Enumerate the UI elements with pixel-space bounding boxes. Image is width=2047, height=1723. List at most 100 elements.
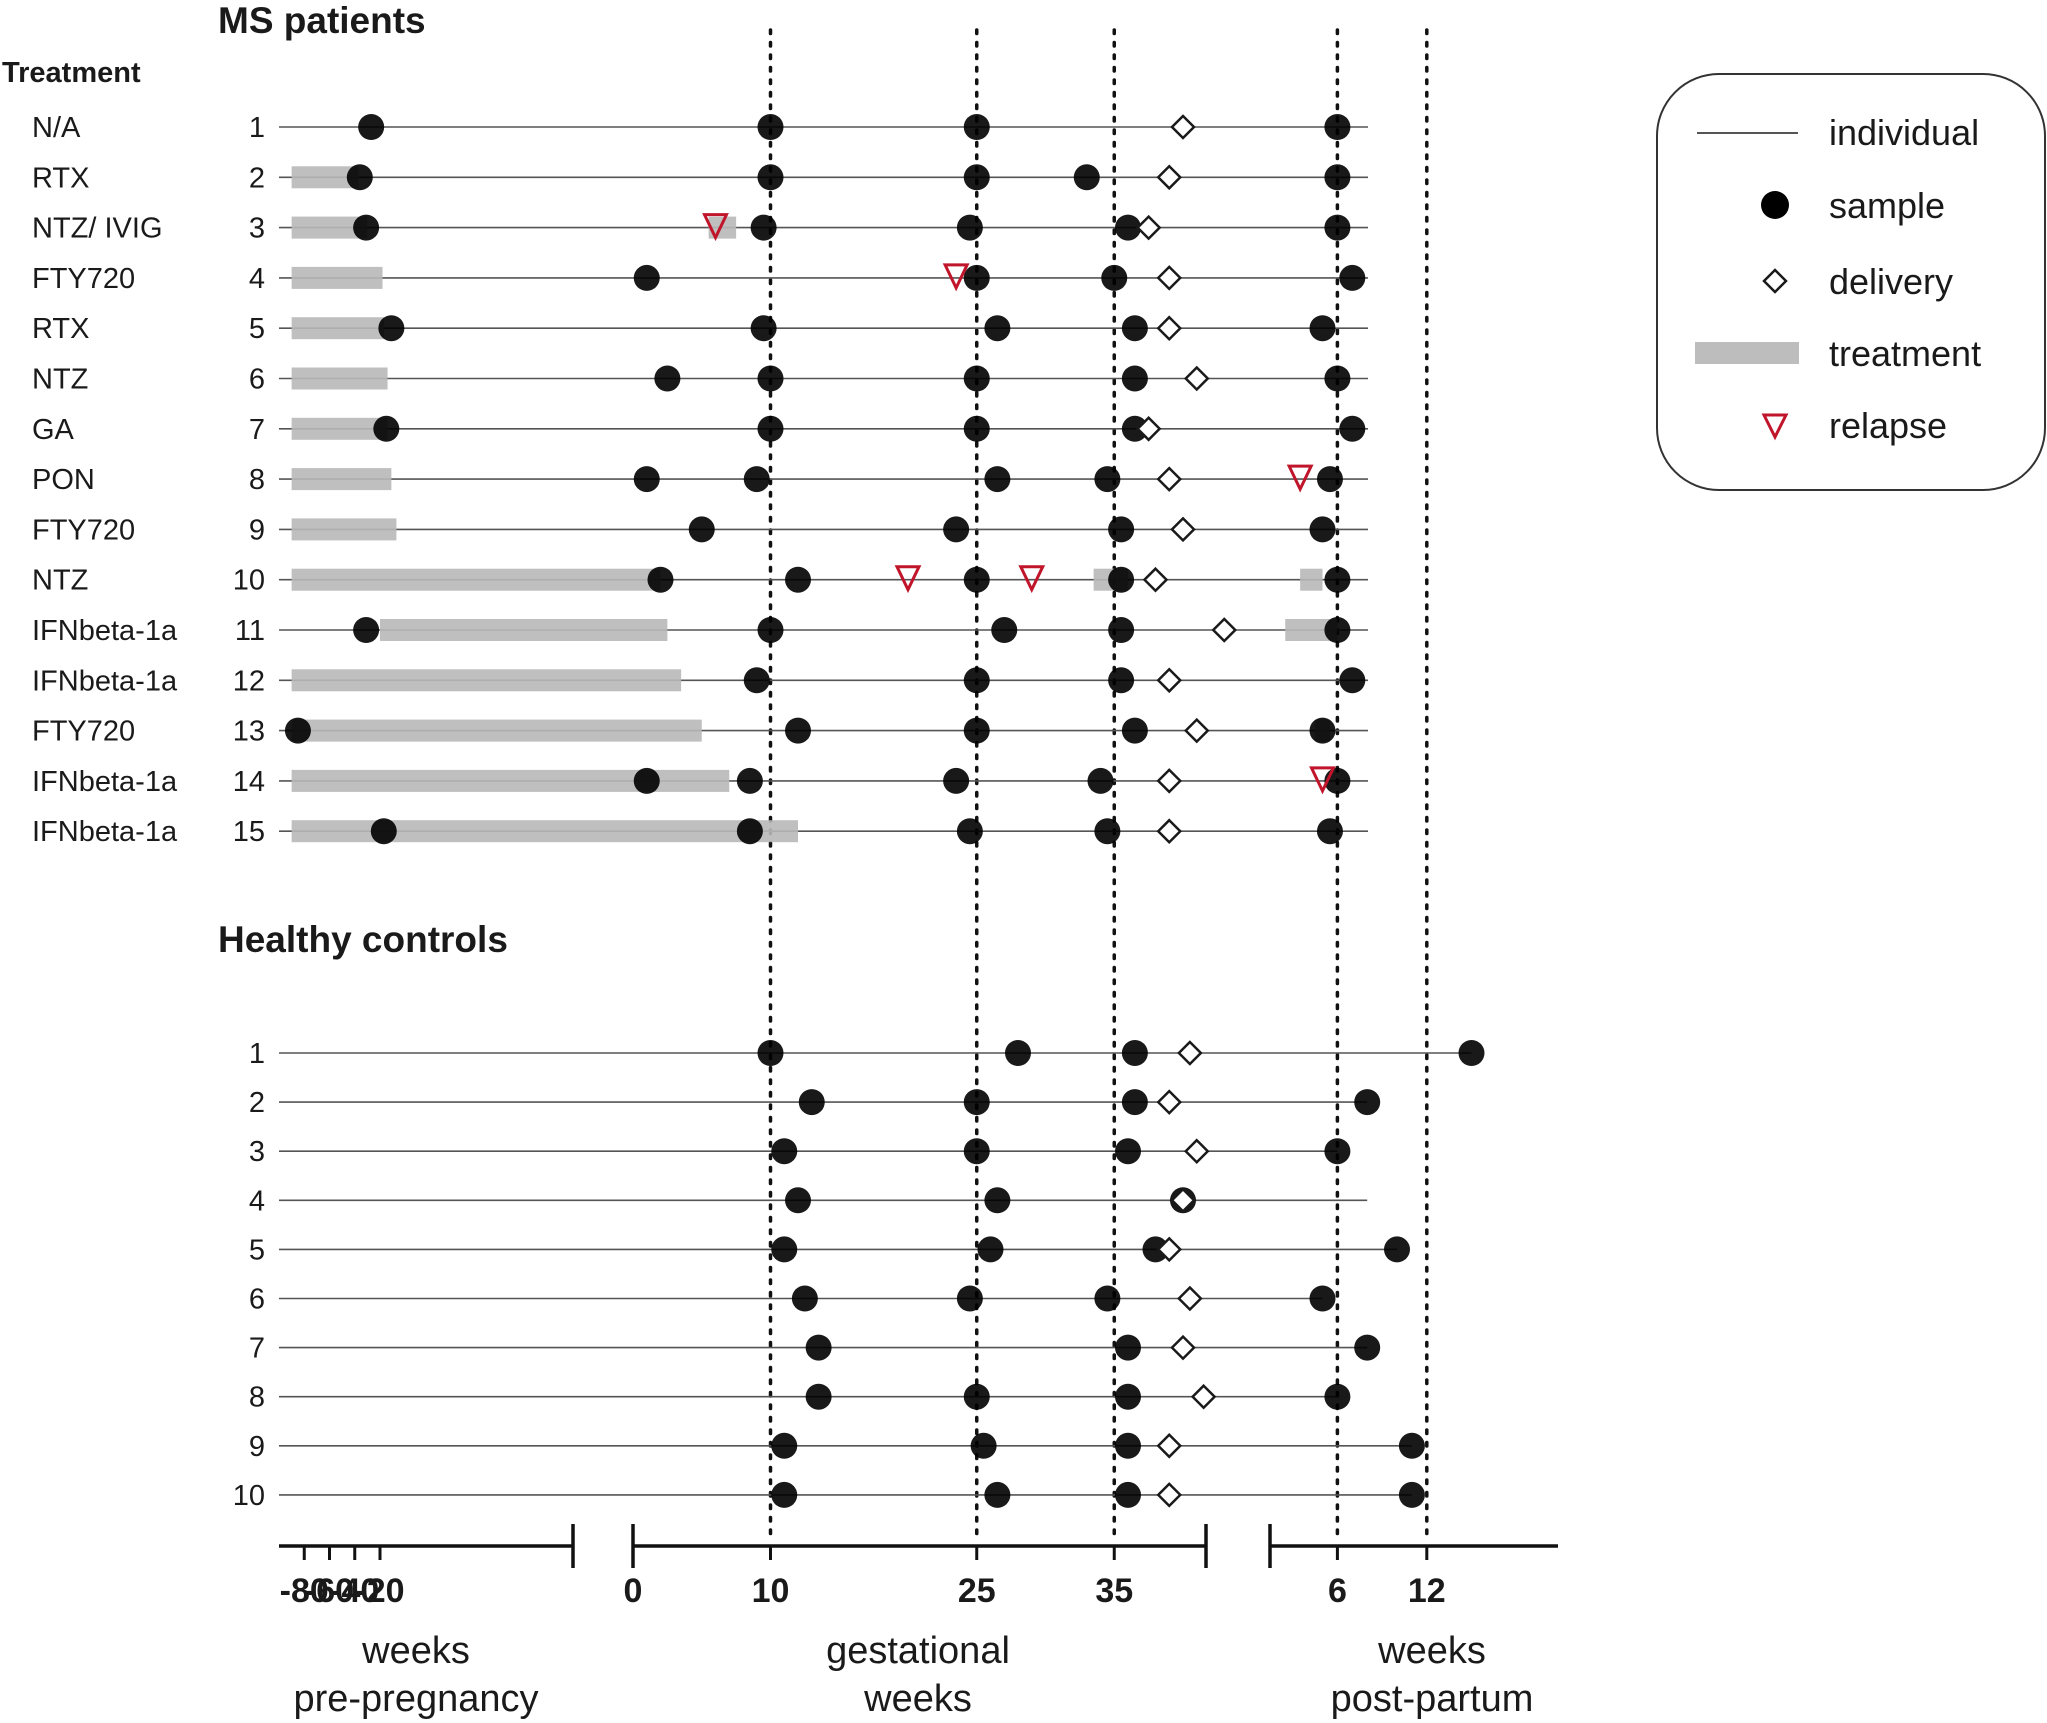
relapse-marker (1286, 464, 1314, 493)
legend-individual-label: individual (1829, 112, 1979, 153)
control-row-4: 4 (249, 1185, 1368, 1217)
delivery-marker (1190, 1383, 1217, 1410)
ms-treatment-label: NTZ (32, 565, 88, 597)
control-id: 3 (249, 1136, 265, 1168)
treatment-bar (708, 216, 737, 239)
control-id: 8 (249, 1382, 265, 1414)
sample-marker (736, 818, 763, 845)
sample-marker (984, 1187, 1011, 1214)
sample-marker (1121, 1089, 1148, 1116)
sample-marker (757, 164, 784, 191)
sample-marker (1094, 818, 1121, 845)
sample-marker (633, 264, 660, 291)
delivery-marker (1170, 1334, 1196, 1361)
sample-marker (1384, 1236, 1410, 1263)
sample-marker (1115, 214, 1141, 241)
control-row-10: 10 (233, 1480, 1425, 1512)
sample-marker (1398, 1432, 1425, 1459)
sample-marker (633, 767, 660, 794)
treatment-bar (291, 820, 798, 843)
delivery-marker (1142, 566, 1169, 593)
treatment-bar (291, 317, 384, 340)
ms-treatment-label: NTZ/ IVIG (32, 213, 163, 245)
x-axes: -80-60-40-20 0 10 25 35 6 12 weeks pre-pregnancy… (279, 1524, 1558, 1720)
delivery-marker (1156, 466, 1183, 492)
sample-marker (1324, 617, 1351, 643)
ms-patient-id: 6 (249, 364, 265, 396)
ms-patient-row-4: FTY720 4 (32, 263, 1368, 295)
control-row-6: 6 (249, 1284, 1336, 1316)
sample-marker (1115, 1432, 1141, 1459)
ms-patient-id: 9 (249, 514, 265, 546)
ms-patient-row-8: PON 8 (32, 464, 1368, 496)
treatment-bar (1285, 619, 1338, 641)
sample-marker (1121, 717, 1148, 744)
sample-marker (984, 1481, 1011, 1508)
sample-marker (1073, 164, 1100, 191)
sample-marker (1398, 1481, 1425, 1508)
delivery-marker (1135, 416, 1162, 442)
ms-patient-id: 8 (249, 464, 265, 496)
ms-patient-row-15: IFNbeta-1a 15 (32, 816, 1368, 848)
delivery-marker (1170, 1187, 1196, 1214)
pre-axis-tick-label: -80 (280, 1572, 329, 1610)
sample-marker (284, 717, 311, 744)
sample-marker (353, 214, 380, 241)
treatment-header: Treatment (2, 57, 141, 89)
ms-patient-row-6: NTZ 6 (32, 364, 1368, 396)
ms-treatment-label: NTZ (32, 364, 88, 396)
sample-marker (805, 1334, 832, 1361)
ms-patient-id: 4 (249, 263, 265, 295)
control-id: 7 (249, 1333, 265, 1365)
sample-marker (1115, 1481, 1141, 1508)
sample-marker (963, 264, 990, 291)
delivery-marker (1156, 768, 1183, 794)
sample-marker (805, 1383, 832, 1410)
sample-marker (1324, 214, 1351, 241)
sample-marker (956, 818, 983, 845)
ms-patient-id: 13 (233, 716, 265, 748)
sample-marker (1324, 1383, 1351, 1410)
relapse-marker (1309, 766, 1336, 795)
treatment-bar (291, 216, 368, 239)
sample-marker (1121, 1040, 1148, 1066)
pre-axis-label-line2: pre-pregnancy (293, 1678, 538, 1720)
treatment-bar (291, 367, 388, 390)
control-row-9: 9 (249, 1431, 1425, 1463)
post-axis-tick-label: 6 (1328, 1572, 1347, 1610)
ms-patient-id: 12 (233, 665, 265, 697)
sample-marker (1115, 1334, 1141, 1361)
pre-axis-label-line1: weeks (361, 1630, 470, 1672)
treatment-bar (291, 166, 359, 189)
sample-marker (688, 516, 715, 543)
ms-patient-id: 2 (249, 162, 265, 194)
sample-marker (757, 1040, 784, 1066)
gest-axis-tick-label: 35 (1095, 1572, 1133, 1610)
legend-delivery-marker (1762, 268, 1788, 294)
sample-marker (1316, 818, 1343, 845)
post-axis-label-line1: weeks (1377, 1630, 1486, 1672)
relapse-marker (894, 565, 922, 594)
sample-marker (963, 114, 990, 140)
sample-marker (1108, 566, 1135, 593)
delivery-marker (1135, 214, 1162, 241)
ms-patient-id: 14 (233, 766, 265, 798)
sample-marker (757, 365, 784, 392)
treatment-bar (291, 719, 702, 742)
pre-axis-tick-label: -40 (330, 1572, 379, 1610)
ms-patient-row-1: N/A 1 (32, 112, 1368, 144)
sample-marker (647, 566, 674, 593)
delivery-marker (1156, 1236, 1183, 1263)
delivery-marker (1177, 1285, 1203, 1312)
delivery-marker (1170, 516, 1196, 543)
delivery-marker (1183, 365, 1210, 392)
ms-patients-title: MS patients (218, 0, 426, 41)
sample-marker (977, 1236, 1004, 1263)
ms-patient-row-7: GA 7 (32, 414, 1368, 446)
legend-sample-marker (1761, 191, 1789, 219)
sample-marker (633, 466, 660, 493)
ms-patient-row-13: FTY720 13 (32, 716, 1368, 748)
legend-sample-label: sample (1829, 185, 1945, 226)
sample-marker (743, 667, 770, 694)
sample-marker (1005, 1040, 1031, 1066)
